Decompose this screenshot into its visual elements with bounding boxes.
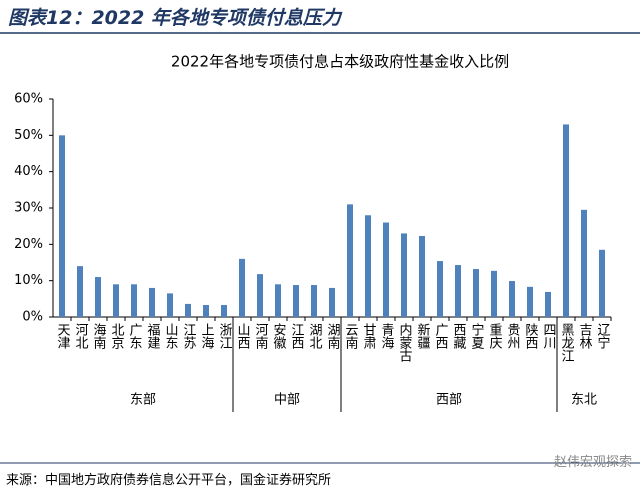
bar <box>77 266 83 317</box>
x-tick-label: 贵州 <box>505 323 521 349</box>
y-tick-label: 30% <box>14 201 43 216</box>
x-tick-label: 青海 <box>379 323 395 349</box>
x-tick-label: 西藏 <box>451 323 467 349</box>
watermark: 赵伟宏观探索 <box>554 455 632 470</box>
x-tick-label: 吉林 <box>577 323 593 349</box>
bar <box>491 270 497 317</box>
x-tick-label: 广西 <box>433 323 449 349</box>
y-tick-label: 0% <box>22 310 43 325</box>
x-tick-label: 新疆 <box>415 322 431 349</box>
group-label: 中部 <box>274 393 300 408</box>
bar <box>419 235 425 317</box>
group-label: 西部 <box>436 393 462 408</box>
bar <box>599 249 605 317</box>
bar <box>257 274 263 317</box>
bar <box>239 258 245 317</box>
source-note: 来源：中国地方政府债券信息公开平台，国金证券研究所 <box>6 472 331 488</box>
x-tick-label: 海南 <box>91 323 107 349</box>
bar <box>347 204 353 317</box>
bar <box>437 261 443 317</box>
x-tick-label: 湖南 <box>325 323 341 349</box>
x-tick-label: 重庆 <box>487 322 503 349</box>
bar <box>203 305 209 317</box>
x-tick-label: 湖北 <box>307 323 323 350</box>
y-tick-label: 10% <box>14 273 43 288</box>
bar <box>311 285 317 317</box>
x-tick-label: 河北 <box>73 323 89 350</box>
x-tick-label: 上海 <box>199 323 215 349</box>
group-label: 东部 <box>130 393 156 408</box>
x-tick-label: 云南 <box>343 323 359 349</box>
x-tick-label: 北京 <box>109 323 125 349</box>
bar <box>365 215 371 317</box>
bar <box>185 303 191 317</box>
x-tick-label: 黑龙江 <box>559 323 575 362</box>
x-tick-label: 福建 <box>145 323 161 350</box>
bar <box>545 291 551 317</box>
chart-title: 2022年各地专项债付息占本级政府性基金收入比例 <box>171 53 509 71</box>
bar <box>473 269 479 317</box>
bar <box>383 222 389 317</box>
y-tick-label: 20% <box>14 237 43 252</box>
bar <box>59 135 65 317</box>
bar <box>329 287 335 317</box>
bar <box>527 286 533 317</box>
bar <box>563 124 569 317</box>
x-tick-label: 四川 <box>541 323 557 349</box>
y-tick-label: 60% <box>14 92 43 107</box>
x-tick-label: 江苏 <box>181 323 197 349</box>
bar <box>131 284 137 317</box>
x-tick-label: 甘肃 <box>361 323 377 349</box>
x-tick-label: 浙江 <box>217 323 233 349</box>
x-tick-label: 河南 <box>253 323 269 349</box>
bar <box>95 277 101 317</box>
x-tick-label: 内蒙古 <box>397 322 413 362</box>
bar <box>509 281 515 317</box>
x-tick-label: 山东 <box>163 323 179 349</box>
y-tick-label: 40% <box>14 164 43 179</box>
x-tick-label: 江西 <box>289 323 305 349</box>
y-tick-label: 50% <box>14 128 43 143</box>
bar <box>401 233 407 317</box>
x-tick-label: 山西 <box>235 323 251 349</box>
x-tick-label: 宁夏 <box>469 322 485 349</box>
bar <box>167 293 173 317</box>
bar <box>581 209 587 317</box>
x-tick-label: 天津 <box>55 323 71 349</box>
figure-heading: 图表12：2022 年各地专项债付息压力 <box>8 7 343 29</box>
bar <box>221 305 227 317</box>
bar <box>149 287 155 317</box>
x-tick-label: 辽宁 <box>595 323 611 349</box>
bar <box>275 284 281 317</box>
group-label: 东北 <box>571 393 597 408</box>
bar <box>455 265 461 317</box>
x-tick-label: 陕西 <box>523 323 539 349</box>
bar <box>113 284 119 317</box>
bar <box>293 285 299 317</box>
x-tick-label: 安徽 <box>271 323 287 349</box>
x-tick-label: 广东 <box>127 323 143 349</box>
